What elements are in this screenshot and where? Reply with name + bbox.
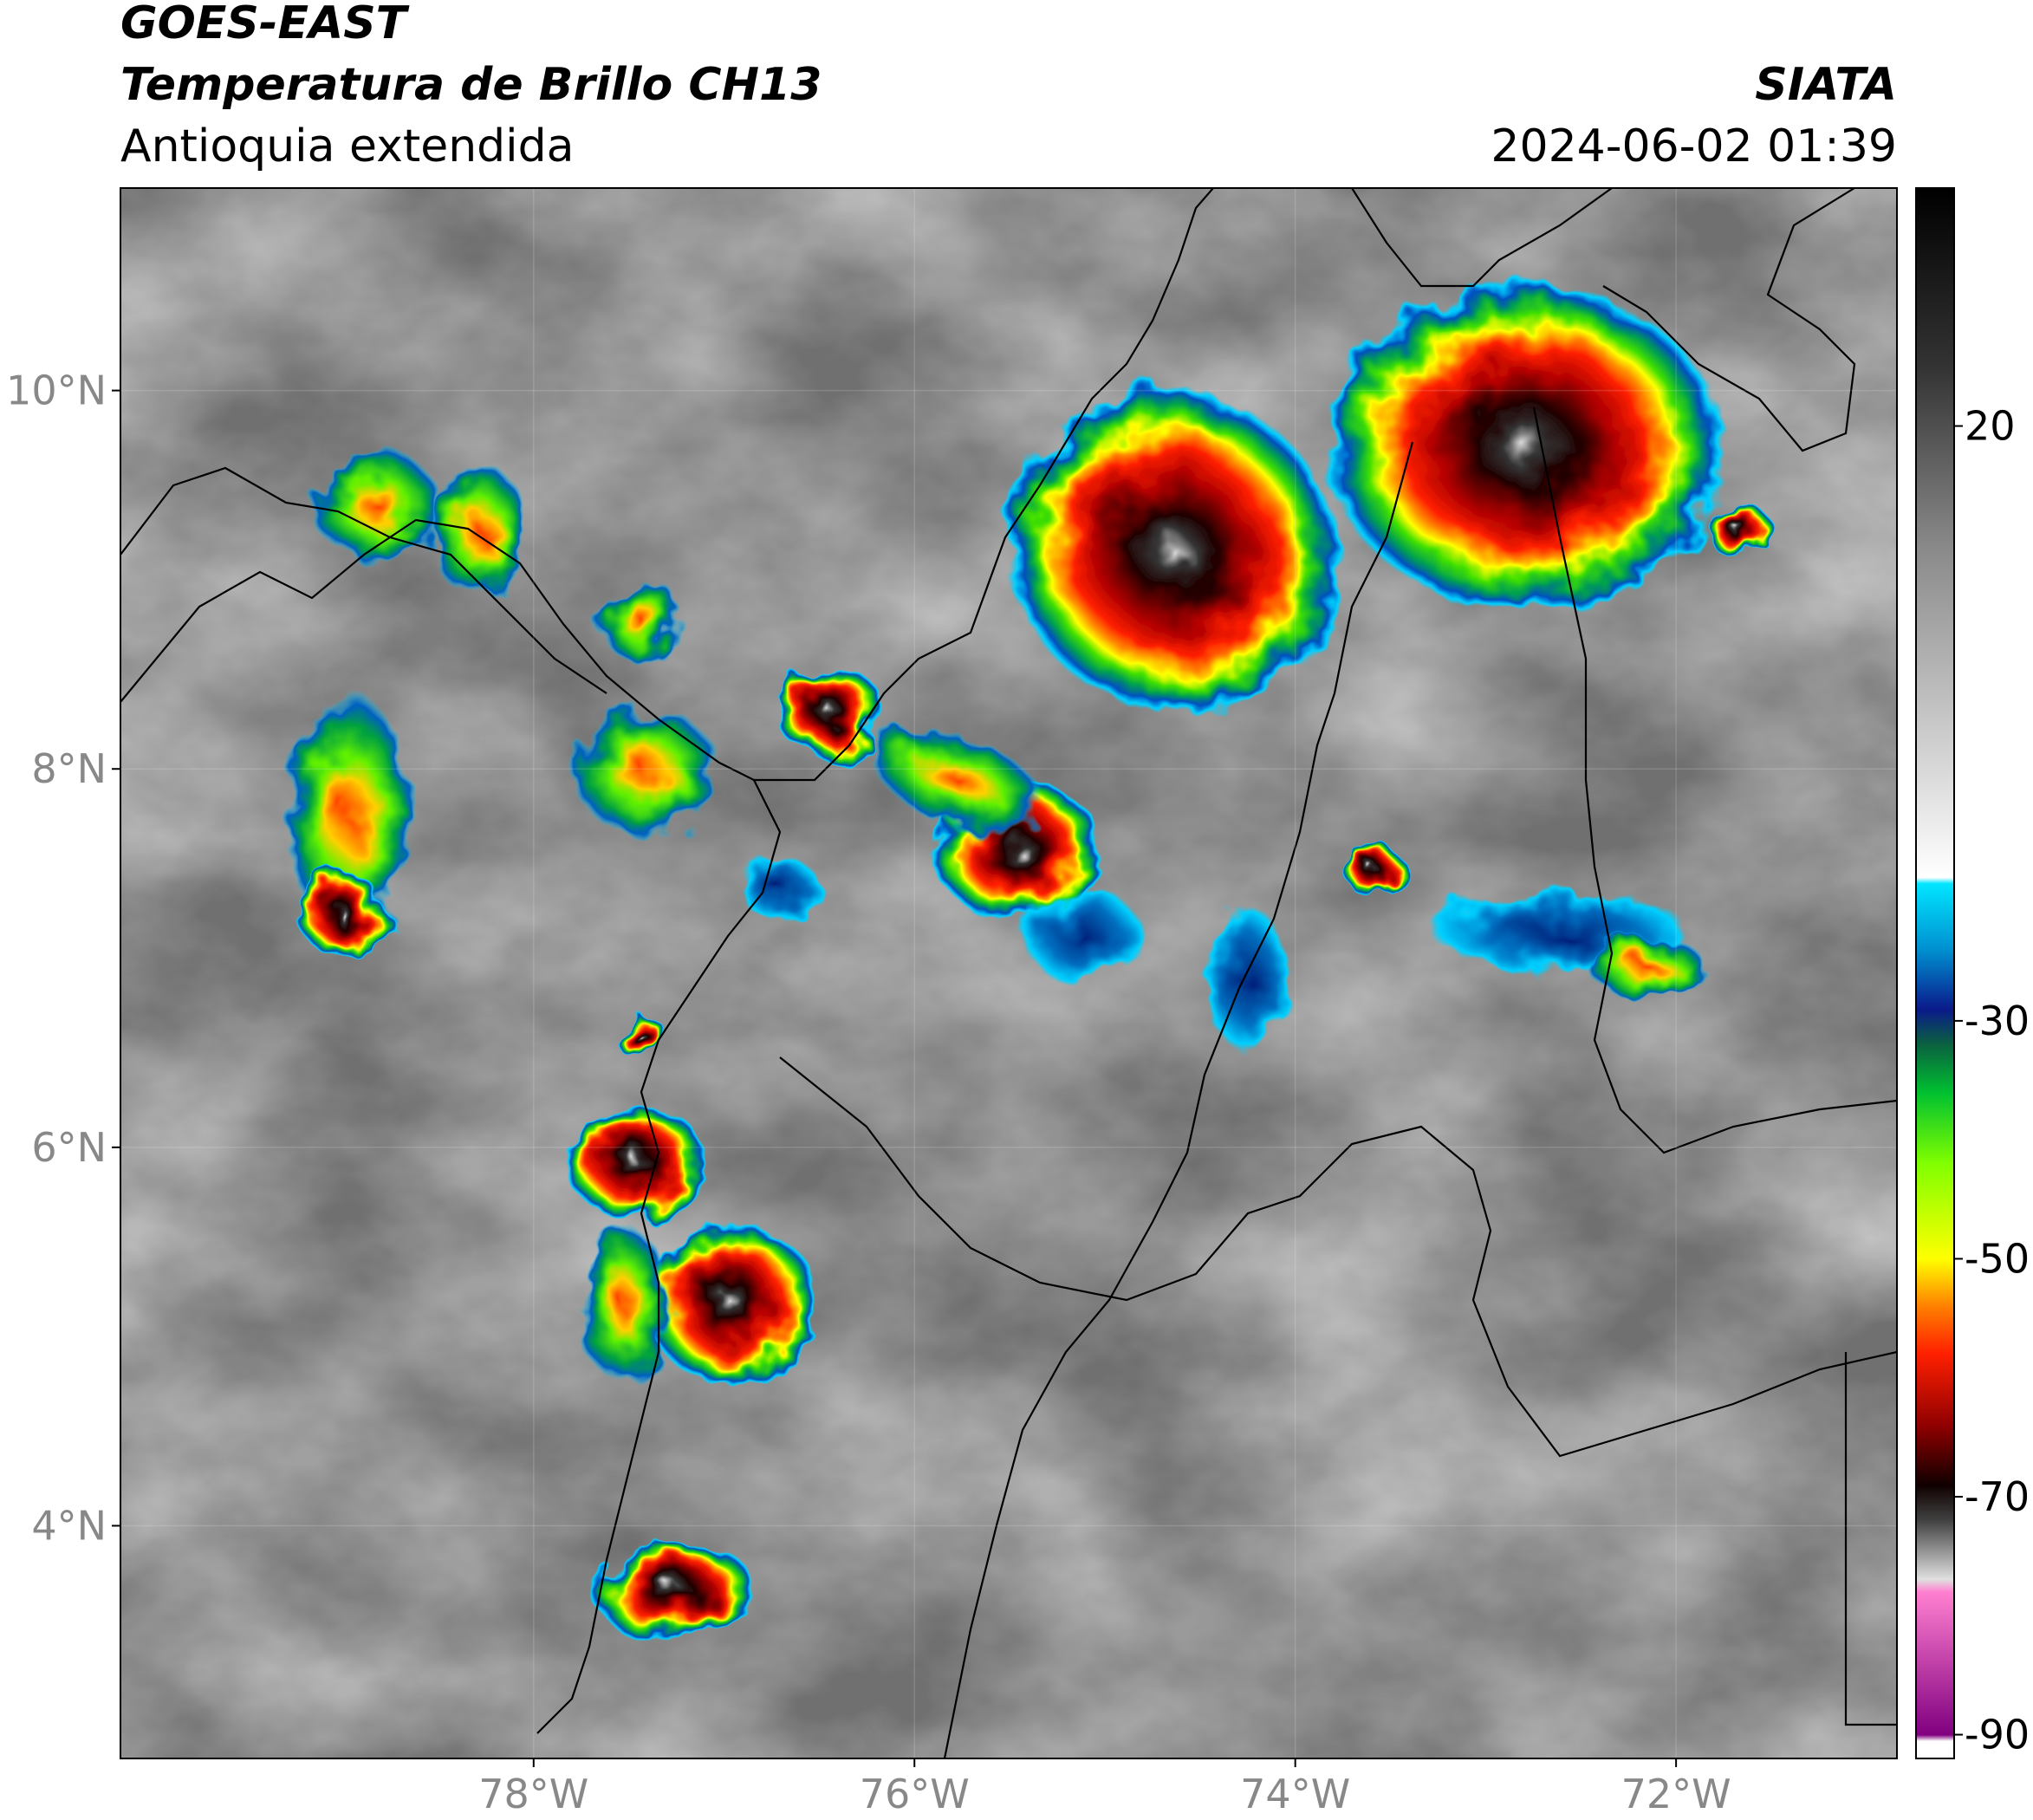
- coastlines-borders: [120, 188, 1897, 1758]
- map-frame: [120, 187, 1898, 1759]
- y-tick-label: 4°N: [31, 1502, 107, 1549]
- source: SIATA: [1755, 59, 1897, 111]
- y-tick-label: 6°N: [31, 1124, 107, 1171]
- x-tick-label: 78°W: [478, 1771, 588, 1817]
- colorbar-tick-label: 20: [1965, 403, 2016, 450]
- colorbar: [1915, 187, 1955, 1759]
- colorbar-tick-label: -70: [1965, 1473, 2030, 1520]
- subtitle: Temperatura de Brillo CH13: [120, 59, 822, 111]
- title: GOES-EAST: [120, 0, 410, 49]
- map-image: [120, 188, 1897, 1758]
- datetime: 2024-06-02 01:39: [1491, 120, 1897, 172]
- colorbar-tick-label: -90: [1965, 1712, 2030, 1758]
- y-tick-label: 8°N: [31, 745, 107, 792]
- colorbar-tick-label: -50: [1965, 1235, 2030, 1282]
- y-tick-label: 10°N: [6, 367, 107, 414]
- ticks: 78°W 76°W 74°W 72°W 4°N 6°N 8°N 10°N 20 -30 -50 -70…: [6, 367, 2030, 1817]
- grid: [120, 188, 1897, 1758]
- colorbar-tick-label: -30: [1965, 998, 2030, 1044]
- region: Antioquia extendida: [120, 120, 575, 172]
- x-tick-label: 72°W: [1621, 1771, 1731, 1817]
- x-tick-label: 76°W: [860, 1771, 970, 1817]
- x-tick-label: 74°W: [1240, 1771, 1350, 1817]
